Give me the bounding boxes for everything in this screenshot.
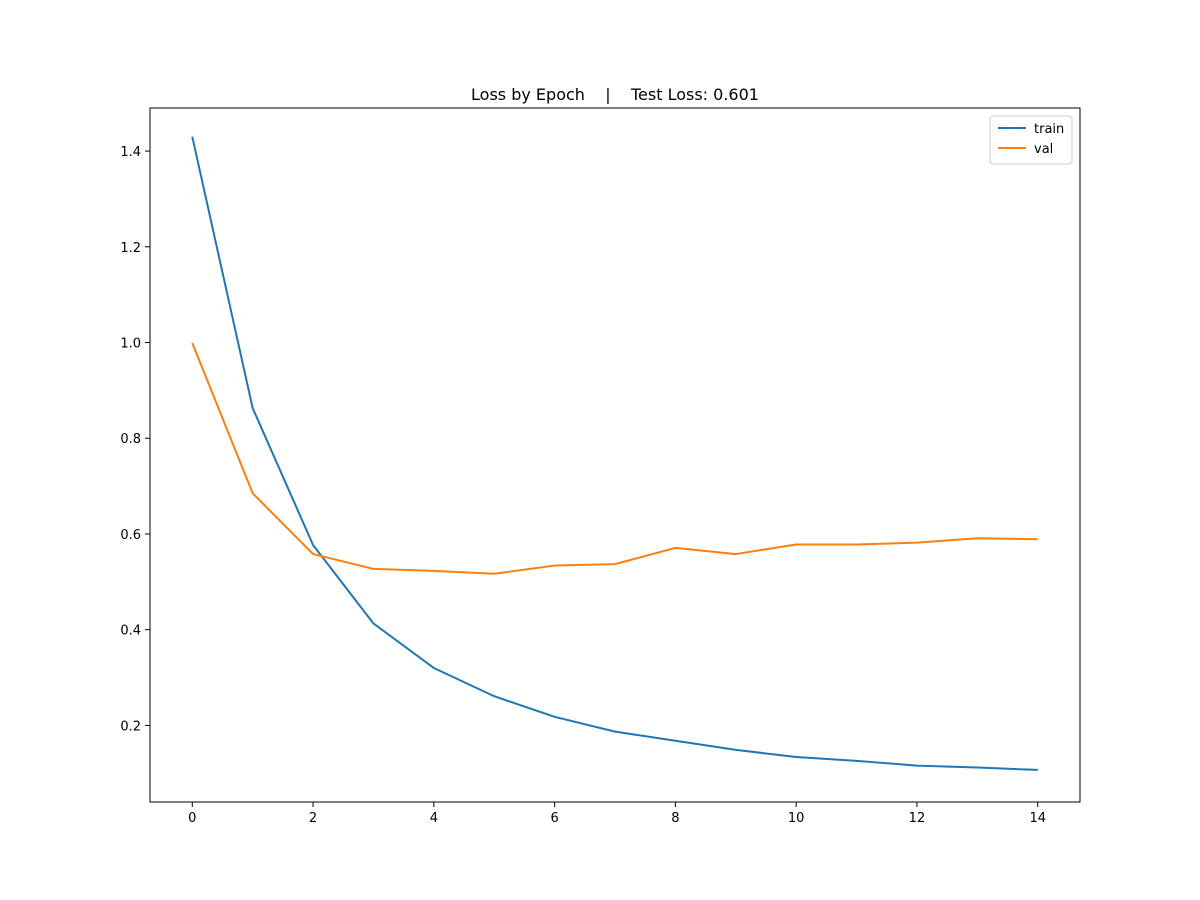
x-tick-label: 8: [671, 811, 679, 826]
plot-frame: [149, 107, 1081, 803]
legend-label-train: train: [1034, 122, 1064, 137]
y-tick-label: 1.0: [120, 337, 141, 352]
axis-ticks: 0 2 4 6 8 10 12 14 0.2 0.4 0.6 0.8 1.0 1.2 1.4: [120, 145, 1046, 826]
x-tick-label: 4: [430, 811, 438, 826]
plot-lines: [191, 136, 1038, 771]
y-tick-label: 0.8: [120, 432, 141, 447]
legend-label-val: val: [1034, 142, 1053, 157]
x-tick-label: 14: [1029, 811, 1046, 826]
x-tick-label: 6: [550, 811, 558, 826]
y-tick-label: 0.6: [120, 528, 141, 543]
x-tick-label: 12: [909, 811, 926, 826]
y-tick-label: 0.4: [120, 624, 141, 639]
x-tick-label: 0: [188, 811, 196, 826]
series-line-val: [191, 342, 1038, 575]
y-tick-label: 1.2: [120, 241, 141, 256]
y-tick-label: 0.2: [120, 719, 141, 734]
legend: train val: [989, 115, 1073, 165]
series-line-train: [191, 136, 1038, 771]
x-tick-label: 2: [309, 811, 317, 826]
x-tick-label: 10: [788, 811, 805, 826]
chart-title: Loss by Epoch | Test Loss: 0.601: [471, 85, 759, 104]
y-tick-label: 1.4: [120, 145, 141, 160]
